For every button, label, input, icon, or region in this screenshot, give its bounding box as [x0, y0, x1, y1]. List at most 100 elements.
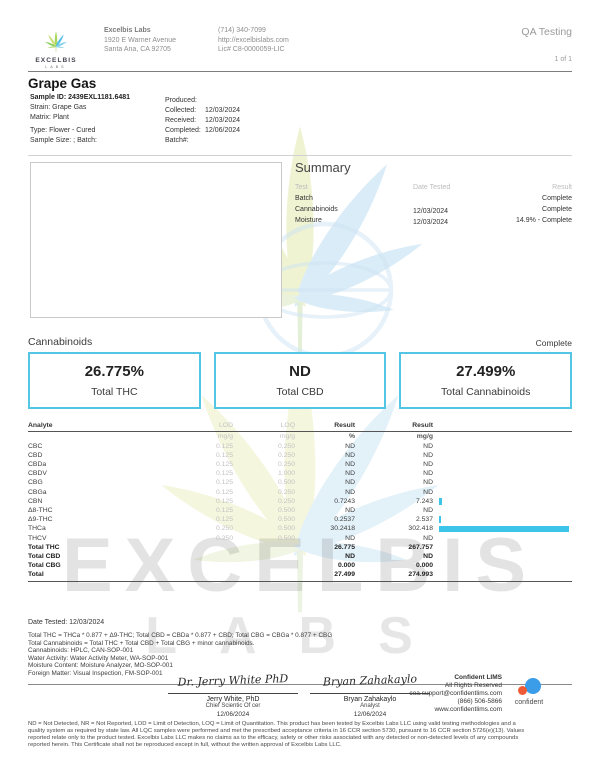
signature-2-name: Bryan Zahakaylo	[343, 696, 397, 703]
summary-row: Moisture 12/03/2024 14.9% - Complete	[295, 215, 572, 226]
analyte-result-pct: ND	[345, 479, 355, 487]
total-cbd-label: Total CBD	[276, 386, 324, 398]
lims-name: Confident LIMS	[454, 674, 502, 681]
analyte-loq	[233, 570, 295, 579]
analyte-bar-cell	[433, 524, 572, 533]
analyte-name: CBDa	[28, 460, 47, 468]
analyte-result-pct: 26.775	[334, 543, 355, 551]
collected-date: 12/03/2024	[205, 106, 241, 114]
analyte-lod: 0.250	[215, 525, 233, 533]
summary-result: Complete	[542, 195, 572, 202]
summary-test: Cannabinoids	[295, 206, 338, 213]
summary-result: 14.9% - Complete	[515, 217, 572, 224]
analyte-row: CBDa 0.125 0.250 ND ND	[28, 460, 572, 469]
analyte-rows: CBC 0.125 0.250 ND ND CBD 0.125 0.250 ND ND CBDa 0.…	[28, 442, 572, 580]
analyte-result-mg: 302.418	[408, 525, 433, 533]
analyte-loq: 1.000	[277, 470, 295, 478]
analyte-lod: 0.125	[215, 488, 233, 496]
analyte-result-pct: ND	[345, 506, 355, 514]
analyte-result-pct: ND	[345, 534, 355, 542]
lims-website: www.confidentlims.com	[434, 706, 502, 713]
analyte-result-mg: ND	[423, 488, 433, 496]
summary-col-date: Date Tested	[413, 184, 451, 191]
summary-test: Batch	[295, 195, 313, 202]
analyte-lod: 0.125	[215, 479, 233, 487]
unit-mg: mg/g	[416, 433, 433, 440]
summary-title: Summary	[295, 160, 351, 175]
blue-circle-icon	[525, 678, 541, 694]
analyte-result-pct: 30.2418	[330, 525, 355, 533]
signature-1-handwriting: Dr. Jerry White PhD	[177, 672, 289, 689]
total-cannabinoids-box: 27.499% Total Cannabinoids	[399, 352, 573, 409]
total-thc-value: 26.775%	[84, 363, 144, 380]
summary-test: Moisture	[295, 217, 322, 224]
method-line: Cannabinoids: HPLC, CAN-SOP-001	[28, 647, 134, 655]
analyte-result-mg: ND	[423, 451, 433, 459]
document-header: EXCELBIS LABS Excelbis Labs 1920 E Warne…	[28, 26, 572, 69]
disclaimer-line: quality system as required by state law.…	[28, 727, 525, 734]
analyte-loq: 0.250	[277, 488, 295, 496]
analyte-loq: 0.250	[277, 442, 295, 450]
sample-size-batch: Sample Size: ; Batch:	[30, 136, 97, 144]
analyte-name: CBN	[28, 497, 43, 505]
total-thc-box: 26.775% Total THC	[28, 352, 201, 409]
methods-block: Total THC = THCa * 0.877 + Δ9-THC; Total…	[28, 632, 572, 685]
total-thc-label: Total THC	[91, 386, 138, 398]
col-loq: LOQ	[280, 422, 295, 429]
lab-address-line2: Santa Ana, CA 92705	[104, 46, 171, 53]
analyte-result-mg: ND	[423, 470, 433, 478]
col-analyte: Analyte	[28, 422, 53, 429]
analyte-name: Δ8-THC	[28, 506, 53, 514]
analyte-result-pct: ND	[345, 451, 355, 459]
total-cannabinoids-label: Total Cannabinoids	[441, 386, 531, 398]
analyte-result-mg: ND	[423, 479, 433, 487]
cannabinoids-title: Cannabinoids	[28, 336, 93, 348]
analyte-row: Total CBD ND ND	[28, 552, 572, 561]
analyte-loq	[233, 552, 295, 561]
doc-type-label: QA Testing	[521, 26, 572, 38]
analyte-result-pct: 0.2537	[334, 516, 355, 524]
analyte-loq: 0.500	[277, 525, 295, 533]
produced-label: Produced:	[165, 97, 197, 104]
lab-phone: (714) 340-7099	[218, 27, 266, 34]
analyte-name: THCV	[28, 534, 47, 542]
analyte-row: Total CBG 0.000 0.000	[28, 561, 572, 570]
lims-rights: All Rights Reserved	[444, 682, 502, 689]
col-lod: LOD	[219, 422, 233, 429]
analyte-loq: 0.500	[277, 506, 295, 514]
analyte-row: Total THC 26.775 267.757	[28, 543, 572, 552]
summary-rows: Batch Complete Cannabinoids 12/03/2024 Compl…	[295, 193, 572, 226]
method-line: Moisture Content: Moisture Analyzer, MO-…	[28, 662, 173, 670]
batch-label: Batch#:	[165, 136, 189, 144]
summary-row: Batch Complete	[295, 193, 572, 204]
lab-address-line1: 1920 E Warner Avenue	[104, 36, 176, 44]
signature-block-2: Bryan Zahakaylo Bryan Zahakaylo Analyst …	[310, 672, 430, 718]
analyte-loq	[233, 561, 295, 570]
summary-col-result: Result	[552, 184, 572, 191]
analyte-lod: 0.125	[215, 460, 233, 468]
analyte-name: Total CBD	[28, 552, 61, 560]
cannabinoids-section-header: Cannabinoids Complete	[28, 336, 572, 348]
analyte-name: CBDV	[28, 470, 47, 478]
analyte-name: CBC	[28, 442, 43, 450]
analyte-result-pct: ND	[345, 552, 355, 560]
analyte-loq: 0.500	[277, 479, 295, 487]
analyte-result-mg: 0.000	[415, 562, 433, 570]
method-line: Total THC = THCa * 0.877 + Δ9-THC; Total…	[28, 632, 333, 639]
analyte-bar-cell	[433, 552, 572, 561]
analyte-table-units: mg/g mg/g % mg/g	[28, 432, 572, 442]
lims-info-block: Confident LIMS All Rights Reserved coa.s…	[372, 674, 502, 714]
lab-website: http://excelbislabs.com	[218, 36, 289, 44]
analyte-name: Δ9-THC	[28, 516, 53, 524]
method-line: Water Activity: Water Activity Meter, WA…	[28, 654, 169, 662]
analyte-loq: 0.500	[277, 534, 295, 542]
sample-info-left: Sample ID: 2439EXL1181.6481 Strain: Grap…	[30, 93, 130, 146]
analyte-lod: 0.125	[215, 451, 233, 459]
col-result-pct: Result	[334, 422, 355, 429]
summary-col-test: Test	[295, 184, 308, 191]
analyte-name: THCa	[28, 525, 46, 533]
signature-block-1: Dr. Jerry White PhD Jerry White, PhD Chi…	[168, 672, 298, 718]
col-result-mg: Result	[412, 422, 433, 429]
analyte-loq: 0.500	[277, 516, 295, 524]
sample-info-right: Produced: Collected: 12/03/2024 Received:…	[165, 96, 240, 146]
